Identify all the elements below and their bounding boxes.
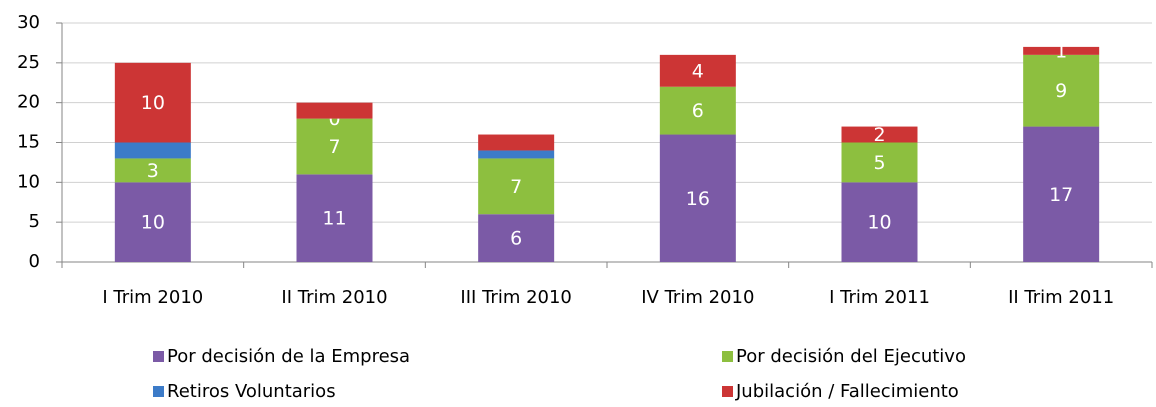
y-tick-label: 5 xyxy=(29,211,40,232)
bar-segment xyxy=(296,174,373,262)
data-label: 17 xyxy=(1049,184,1073,206)
bar-segment xyxy=(841,182,918,262)
bar-segment xyxy=(114,62,191,143)
x-tick-label: II Trim 2011 xyxy=(1008,287,1114,308)
bar-segment xyxy=(478,158,555,215)
legend-swatch xyxy=(722,386,733,397)
bar-segment xyxy=(841,142,918,183)
bar-segment xyxy=(1023,46,1100,55)
data-label: 5 xyxy=(873,152,885,174)
data-label: 7 xyxy=(510,176,522,198)
legend-label: Por decisión del Ejecutivo xyxy=(736,346,966,367)
bar-segment xyxy=(296,118,373,175)
x-tick-label: I Trim 2011 xyxy=(829,287,930,308)
legend-swatch xyxy=(722,351,733,362)
data-label: 3 xyxy=(147,160,159,182)
x-tick-label: III Trim 2010 xyxy=(460,287,571,308)
data-label: 10 xyxy=(867,212,891,234)
legend-label: Jubilación / Fallecimiento xyxy=(735,381,959,402)
bar-segment xyxy=(659,86,736,135)
x-tick-label: IV Trim 2010 xyxy=(641,287,754,308)
legend-label: Por decisión de la Empresa xyxy=(167,346,410,367)
bar-segment xyxy=(296,102,373,119)
data-label: 10 xyxy=(141,92,165,114)
legend-swatch xyxy=(153,351,164,362)
data-label: 6 xyxy=(510,228,522,250)
bar-segment xyxy=(478,150,555,159)
y-tick-label: 30 xyxy=(17,12,40,33)
bar-segment xyxy=(1023,126,1100,262)
legend-swatch xyxy=(153,386,164,397)
bar-segment xyxy=(114,158,191,183)
x-tick-label: I Trim 2010 xyxy=(102,287,203,308)
bar-segment xyxy=(1023,54,1100,127)
bar-segment xyxy=(478,214,555,262)
y-tick-label: 25 xyxy=(17,52,40,73)
bar-segment xyxy=(114,142,191,159)
data-label: 11 xyxy=(322,208,346,230)
legend-label: Retiros Voluntarios xyxy=(167,381,336,402)
data-label: 16 xyxy=(686,188,710,210)
data-label: 2 xyxy=(873,124,885,146)
data-label: 7 xyxy=(328,136,340,158)
y-tick-label: 0 xyxy=(29,251,40,272)
bar-segment xyxy=(659,54,736,87)
x-tick-label: II Trim 2010 xyxy=(281,287,387,308)
y-tick-label: 15 xyxy=(17,132,40,153)
data-label: 9 xyxy=(1055,80,1067,102)
bar-segment xyxy=(114,182,191,262)
bar-segment xyxy=(659,134,736,262)
data-label: 1 xyxy=(1055,40,1067,62)
data-label: 4 xyxy=(692,60,704,82)
y-tick-label: 10 xyxy=(17,171,40,192)
bar-segment xyxy=(841,126,918,143)
y-tick-label: 20 xyxy=(17,92,40,113)
bar-segment xyxy=(478,134,555,151)
data-label: 10 xyxy=(141,212,165,234)
data-label: 6 xyxy=(692,100,704,122)
